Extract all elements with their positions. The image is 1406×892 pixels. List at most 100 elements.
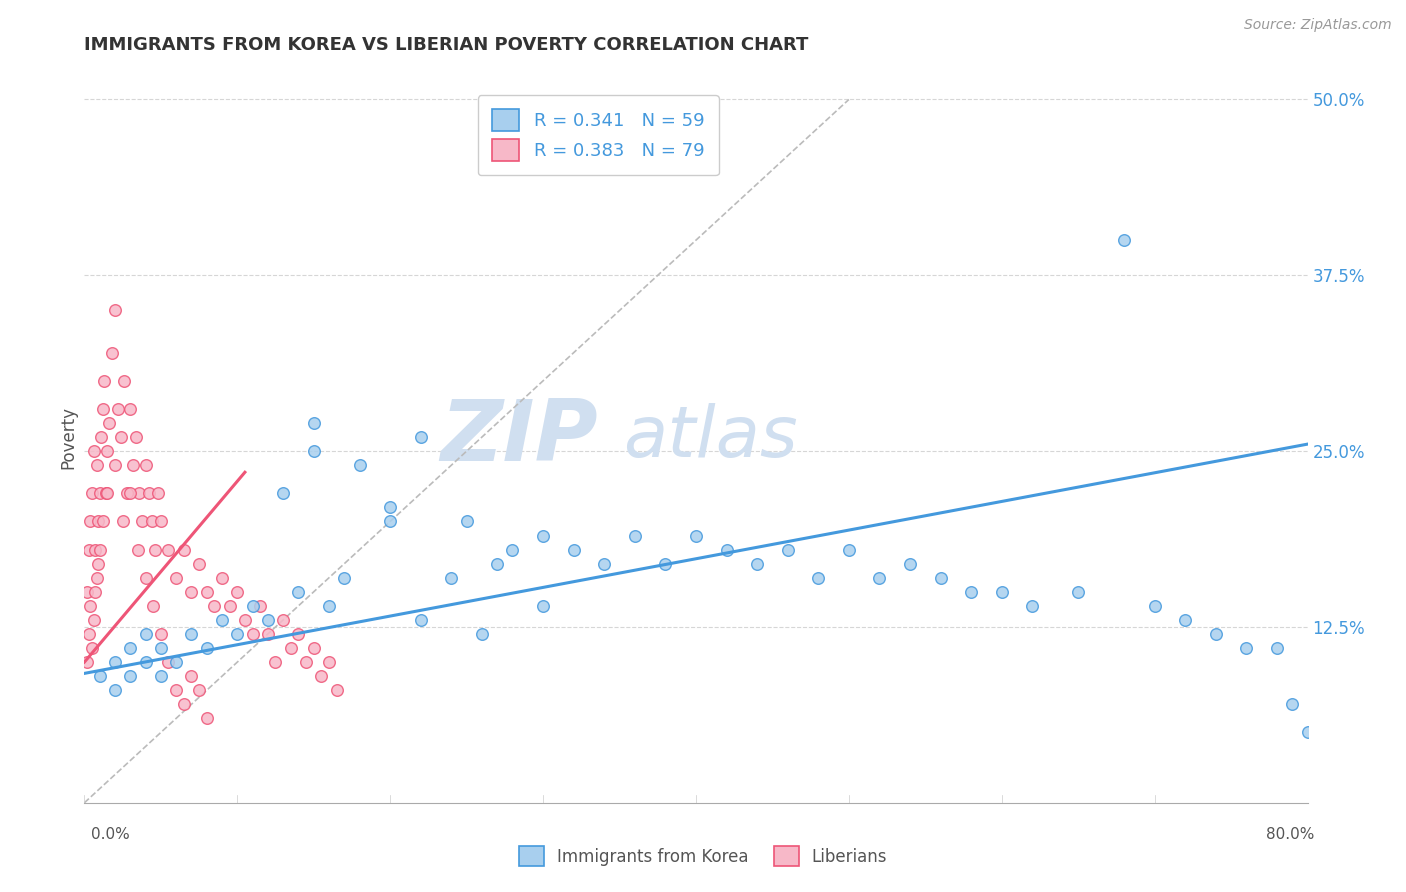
Point <box>471 627 494 641</box>
Point <box>149 515 172 529</box>
Point <box>195 584 218 599</box>
Point <box>188 683 211 698</box>
Point <box>125 430 148 444</box>
Point <box>898 557 921 571</box>
Point <box>807 571 830 585</box>
Point <box>149 641 172 656</box>
Point <box>211 613 233 627</box>
Point <box>271 486 294 500</box>
Point <box>80 641 103 656</box>
Text: Source: ZipAtlas.com: Source: ZipAtlas.com <box>1244 18 1392 32</box>
Point <box>101 345 124 359</box>
Point <box>138 486 160 500</box>
Point <box>1143 599 1166 613</box>
Point <box>654 557 676 571</box>
Point <box>440 571 463 585</box>
Point <box>195 641 218 656</box>
Text: 80.0%: 80.0% <box>1267 827 1315 841</box>
Point <box>135 627 157 641</box>
Text: 0.0%: 0.0% <box>91 827 131 841</box>
Point <box>107 401 129 416</box>
Point <box>287 627 309 641</box>
Point <box>104 655 127 669</box>
Point <box>242 599 264 613</box>
Point <box>97 416 120 430</box>
Point <box>311 669 333 683</box>
Point <box>1174 613 1197 627</box>
Point <box>135 458 157 473</box>
Point <box>1021 599 1043 613</box>
Point <box>149 669 172 683</box>
Point <box>104 303 127 318</box>
Point <box>146 486 169 500</box>
Point <box>1067 584 1090 599</box>
Point <box>157 655 180 669</box>
Point <box>87 557 110 571</box>
Point <box>226 627 249 641</box>
Point <box>242 627 264 641</box>
Point <box>333 571 356 585</box>
Point <box>96 444 118 458</box>
Point <box>716 542 738 557</box>
Point <box>165 571 187 585</box>
Point <box>1205 627 1227 641</box>
Point <box>79 599 101 613</box>
Point <box>1281 698 1303 712</box>
Legend: Immigrants from Korea, Liberians: Immigrants from Korea, Liberians <box>510 838 896 875</box>
Point <box>135 571 157 585</box>
Point <box>593 557 616 571</box>
Y-axis label: Poverty: Poverty <box>59 406 77 468</box>
Point <box>271 613 294 627</box>
Point <box>87 515 110 529</box>
Point <box>180 584 202 599</box>
Point <box>409 613 432 627</box>
Point <box>562 542 585 557</box>
Point <box>76 584 98 599</box>
Point <box>380 515 402 529</box>
Point <box>135 655 157 669</box>
Point <box>325 683 347 698</box>
Point <box>86 458 108 473</box>
Point <box>149 627 172 641</box>
Point <box>120 401 142 416</box>
Point <box>1234 641 1257 656</box>
Point <box>110 430 132 444</box>
Point <box>202 599 225 613</box>
Point <box>91 401 114 416</box>
Point <box>86 571 108 585</box>
Point <box>157 542 180 557</box>
Point <box>776 542 799 557</box>
Point <box>233 613 256 627</box>
Point <box>960 584 983 599</box>
Point <box>93 374 115 388</box>
Point <box>257 613 280 627</box>
Point <box>104 458 127 473</box>
Point <box>624 528 647 542</box>
Point <box>128 486 150 500</box>
Point <box>264 655 287 669</box>
Point <box>409 430 432 444</box>
Point <box>502 542 524 557</box>
Point <box>838 542 860 557</box>
Point <box>84 584 107 599</box>
Point <box>127 542 149 557</box>
Point <box>120 641 142 656</box>
Point <box>90 430 112 444</box>
Point <box>486 557 509 571</box>
Legend: R = 0.341   N = 59, R = 0.383   N = 79: R = 0.341 N = 59, R = 0.383 N = 79 <box>478 95 718 175</box>
Point <box>112 374 135 388</box>
Point <box>302 444 325 458</box>
Point <box>94 486 117 500</box>
Point <box>89 669 111 683</box>
Point <box>318 599 340 613</box>
Point <box>143 542 166 557</box>
Point <box>165 683 187 698</box>
Point <box>249 599 271 613</box>
Point <box>120 669 142 683</box>
Point <box>104 683 127 698</box>
Point <box>218 599 240 613</box>
Point <box>96 486 118 500</box>
Point <box>1296 725 1319 739</box>
Point <box>531 599 554 613</box>
Point <box>195 711 218 725</box>
